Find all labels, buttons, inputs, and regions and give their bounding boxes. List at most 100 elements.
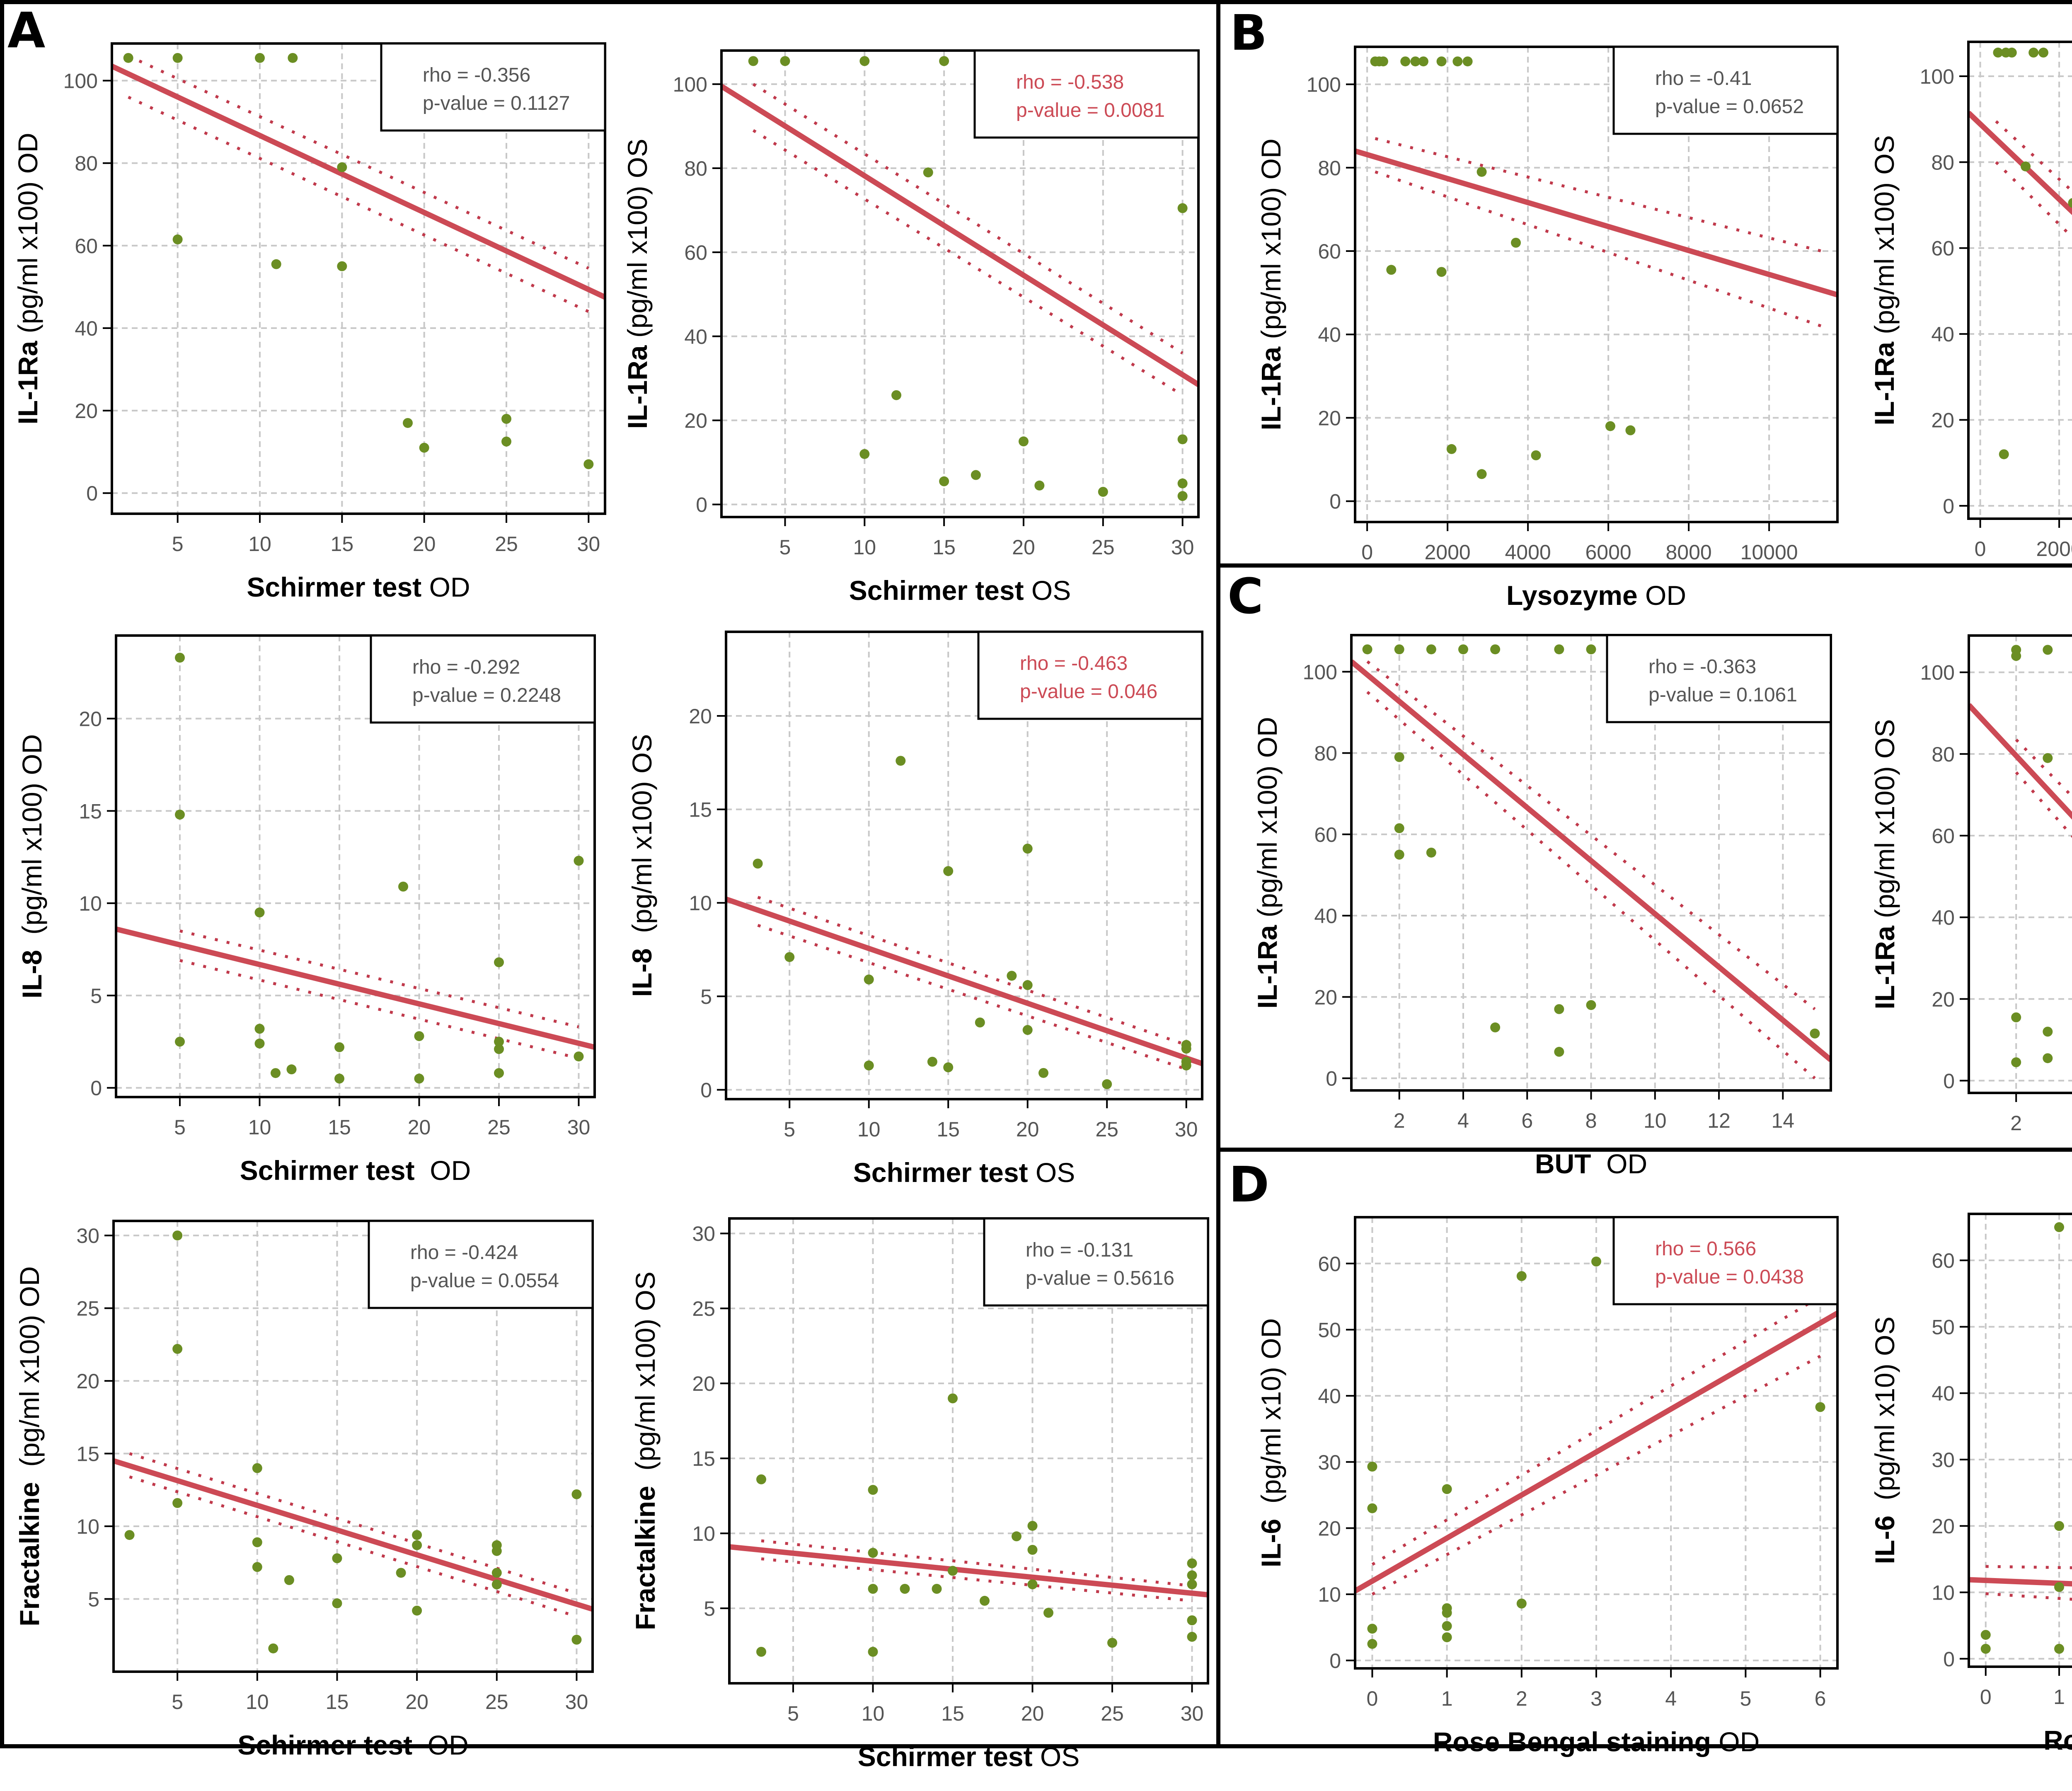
x-tick-label: 25 xyxy=(487,1116,511,1139)
confidence-band xyxy=(179,929,579,1060)
data-point xyxy=(1605,421,1615,431)
data-point xyxy=(1394,849,1404,860)
x-tick-label: 25 xyxy=(495,532,518,556)
y-axis-title: IL-1Ra (pg/ml x100) OS xyxy=(1869,135,1900,425)
x-tick-label: 5 xyxy=(787,1702,799,1725)
regression-line xyxy=(116,926,595,1050)
data-point xyxy=(2043,645,2053,655)
scatter-plot-c1: 2 4 6 8 10 12 14 0 20 40 60 80 100 rho = -0.363 p-valu… xyxy=(1252,634,1832,1179)
stats-legend-box xyxy=(370,634,596,724)
data-point xyxy=(1022,980,1033,990)
x-tick-label: 20 xyxy=(405,1690,428,1714)
data-point xyxy=(494,1068,504,1078)
x-axis-title-suffix: OD xyxy=(1638,580,1686,611)
data-point xyxy=(172,1344,183,1354)
y-tick-label: 20 xyxy=(1931,409,1954,432)
stats-legend-box xyxy=(1612,1216,1839,1305)
y-axis-title-bold: IL-1Ra xyxy=(1252,925,1283,1009)
plot-frame xyxy=(1967,41,2072,520)
data-point xyxy=(2043,1053,2053,1063)
y-axis-title-bold: IL-8 xyxy=(627,948,657,997)
scatter-plot-a1: 5 10 15 20 25 30 0 20 40 60 80 100 rho = -0.356 p-val… xyxy=(12,42,606,602)
x-tick-label: 10 xyxy=(248,1116,271,1139)
p-value: p-value = 0.0081 xyxy=(1016,99,1165,121)
rho-value: rho = -0.41 xyxy=(1655,68,1752,89)
y-tick-label: 20 xyxy=(1314,986,1337,1009)
data-point xyxy=(1477,167,1487,177)
data-point xyxy=(1177,478,1188,488)
regression-line xyxy=(114,1458,593,1612)
x-axis-title-suffix: OD xyxy=(1711,1726,1760,1757)
y-axis-title-bold: IL-1Ra xyxy=(1869,341,1900,425)
x-tick-label: 0 xyxy=(1367,1687,1378,1710)
x-tick-label: 5 xyxy=(1740,1687,1751,1710)
data-point xyxy=(414,1031,424,1041)
regression-line xyxy=(1969,1577,2072,1587)
x-tick-label: 15 xyxy=(932,536,956,559)
y-tick-label: 60 xyxy=(1932,1249,1955,1272)
data-point xyxy=(494,1037,504,1047)
y-axis-title-bold: Fractalkine xyxy=(14,1482,45,1627)
data-point xyxy=(1452,56,1463,67)
x-tick-label: 10 xyxy=(857,1118,881,1141)
x-axis-title-bold: Rose Bengal staining xyxy=(1433,1726,1711,1757)
regression-line xyxy=(1351,659,1831,1062)
x-axis-title: Schirmer test OD xyxy=(240,1155,471,1186)
y-axis-title-suffix: (pg/ml x100) OD xyxy=(12,133,43,341)
y-tick-label: 15 xyxy=(689,798,712,822)
data-point xyxy=(1625,425,1636,435)
y-axis-title-suffix: (pg/ml x100) OD xyxy=(1256,138,1286,346)
data-point xyxy=(1446,444,1457,454)
x-tick-label: 15 xyxy=(328,1116,351,1139)
y-tick-label: 80 xyxy=(1932,743,1955,766)
y-axis-title: IL-1Ra (pg/ml x100) OD xyxy=(1256,138,1286,430)
y-tick-label: 0 xyxy=(696,493,707,517)
panel-a-frame xyxy=(0,0,1220,1748)
plot-frame xyxy=(1350,634,1832,1092)
plot-frame xyxy=(728,1217,1209,1685)
data-point xyxy=(943,866,954,876)
y-tick-label: 80 xyxy=(684,157,707,180)
data-point xyxy=(864,1060,874,1071)
regression-line xyxy=(1355,1310,1837,1593)
y-tick-label: 10 xyxy=(692,1522,715,1545)
x-axis-title-suffix: OS xyxy=(1033,1741,1080,1772)
data-point xyxy=(780,56,790,66)
ci-lower-line xyxy=(1366,691,1816,1080)
data-point xyxy=(284,1575,294,1585)
data-point xyxy=(896,756,906,766)
y-tick-label: 25 xyxy=(76,1297,99,1320)
y-axis-title-suffix: (pg/ml x100) OS xyxy=(627,734,657,948)
x-tick-label: 20 xyxy=(413,532,436,556)
x-tick-label: 3 xyxy=(1590,1687,1602,1710)
data-point xyxy=(1554,1047,1564,1057)
y-tick-label: 0 xyxy=(1943,1648,1955,1671)
ci-upper-line xyxy=(757,896,1187,1047)
ci-lower-line xyxy=(752,129,1184,396)
data-point xyxy=(1177,434,1188,445)
y-axis-title: Fractalkine (pg/ml x100) OS xyxy=(630,1271,661,1630)
y-axis-title-bold: IL-6 xyxy=(1869,1515,1900,1564)
data-point xyxy=(2054,1582,2065,1592)
y-tick-label: 30 xyxy=(692,1222,715,1245)
data-point xyxy=(574,856,584,866)
data-point xyxy=(1400,56,1411,67)
regression-line xyxy=(726,897,1202,1066)
y-tick-label: 100 xyxy=(63,70,98,93)
data-point xyxy=(334,1073,344,1084)
y-tick-label: 20 xyxy=(692,1372,715,1395)
data-point xyxy=(1187,1615,1197,1625)
data-point xyxy=(1034,480,1045,491)
data-point xyxy=(252,1537,262,1547)
data-point xyxy=(1367,1461,1377,1472)
data-point xyxy=(1999,449,2009,459)
x-tick-label: 25 xyxy=(1101,1702,1124,1725)
data-point xyxy=(868,1548,878,1558)
data-point xyxy=(1018,436,1029,447)
y-axis-title: IL-6 (pg/ml x10) OD xyxy=(1256,1318,1286,1567)
data-point xyxy=(1187,1579,1197,1590)
data-point xyxy=(571,1634,582,1645)
y-tick-label: 40 xyxy=(1932,1382,1955,1405)
